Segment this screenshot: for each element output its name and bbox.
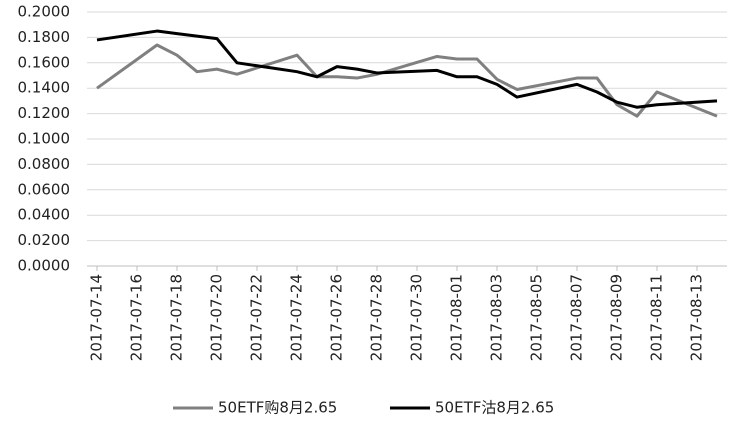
series-line xyxy=(96,29,718,109)
x-tick-label: 2017-08-01 xyxy=(448,274,466,361)
x-tick-label: 2017-08-07 xyxy=(568,274,586,361)
y-tick-label: 0.1800 xyxy=(18,28,71,46)
x-tick-label: 2017-08-13 xyxy=(688,274,706,361)
y-tick-label: 0.2000 xyxy=(18,3,71,21)
x-tick-label: 2017-07-18 xyxy=(168,274,186,361)
x-tick-label: 2017-08-09 xyxy=(608,274,626,361)
y-tick-label: 0.0000 xyxy=(18,257,71,275)
x-tick-label: 2017-07-14 xyxy=(88,274,106,361)
y-tick-label: 0.1000 xyxy=(18,130,71,148)
y-tick-label: 0.1600 xyxy=(18,53,71,71)
x-tick-label: 2017-08-11 xyxy=(648,274,666,361)
x-tick-label: 2017-07-20 xyxy=(208,274,226,361)
y-tick-label: 0.0600 xyxy=(18,180,71,198)
y-tick-label: 0.1200 xyxy=(18,104,71,122)
legend-label: 50ETF购8月2.65 xyxy=(218,399,337,417)
y-tick-label: 0.0800 xyxy=(18,155,71,173)
x-tick-label: 2017-07-28 xyxy=(368,274,386,361)
x-tick-label: 2017-07-16 xyxy=(128,274,146,361)
x-tick-label: 2017-07-30 xyxy=(408,274,426,361)
x-tick-label: 2017-07-26 xyxy=(328,274,346,361)
series-line xyxy=(96,43,718,118)
legend-label: 50ETF沽8月2.65 xyxy=(435,399,554,417)
y-tick-label: 0.1400 xyxy=(18,79,71,97)
x-tick-label: 2017-07-22 xyxy=(248,274,266,361)
y-tick-label: 0.0400 xyxy=(18,206,71,224)
x-tick-label: 2017-08-03 xyxy=(488,274,506,361)
x-tick-label: 2017-07-24 xyxy=(288,274,306,361)
y-tick-label: 0.0200 xyxy=(18,231,71,249)
x-tick-label: 2017-08-05 xyxy=(528,274,546,361)
